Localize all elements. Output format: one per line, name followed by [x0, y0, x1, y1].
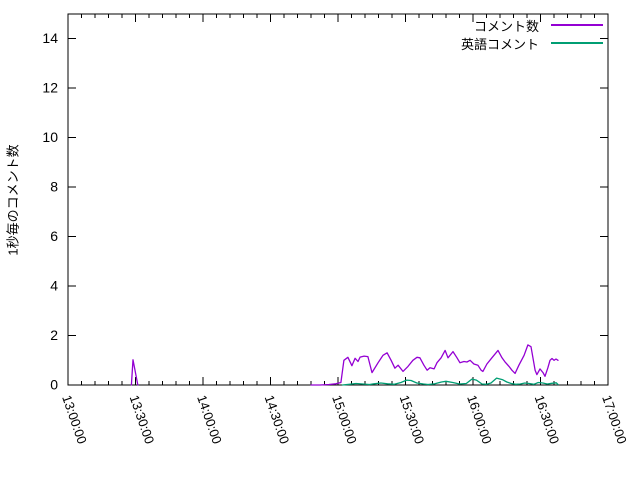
y-tick-label: 12 [42, 80, 58, 96]
y-axis-title: 1秒毎のコメント数 [5, 144, 21, 256]
legend: コメント数英語コメント [461, 16, 603, 52]
x-tick-label: 17:00:00 [599, 393, 630, 446]
x-tick-label: 13:00:00 [59, 393, 90, 446]
legend-entry: コメント数 [461, 16, 603, 34]
x-tick-label: 13:30:00 [127, 393, 158, 446]
legend-line-sample [551, 42, 603, 44]
y-tick-label: 14 [42, 30, 58, 46]
y-tick-label: 10 [42, 129, 58, 145]
y-tick-label: 8 [50, 179, 58, 195]
x-tick-label: 16:30:00 [532, 393, 563, 446]
series-line-英語コメント [341, 377, 559, 386]
legend-line-sample [551, 24, 603, 26]
x-tick-label: 14:30:00 [262, 393, 293, 446]
plot-border [67, 13, 609, 386]
x-tick-label: 15:00:00 [329, 393, 360, 446]
legend-label: 英語コメント [460, 36, 539, 52]
x-tick-label: 15:30:00 [397, 393, 428, 446]
legend-entry: 英語コメント [461, 34, 603, 52]
x-tick-label: 14:00:00 [194, 393, 225, 446]
legend-label: コメント数 [473, 18, 539, 34]
y-tick-label: 4 [50, 278, 58, 294]
y-tick-label: 6 [50, 228, 58, 244]
y-tick-label: 2 [50, 327, 58, 343]
series-line-コメント数 [310, 344, 559, 386]
series-line-コメント数 [130, 359, 139, 386]
x-tick-label: 16:00:00 [464, 393, 495, 446]
y-tick-label: 0 [50, 377, 58, 393]
